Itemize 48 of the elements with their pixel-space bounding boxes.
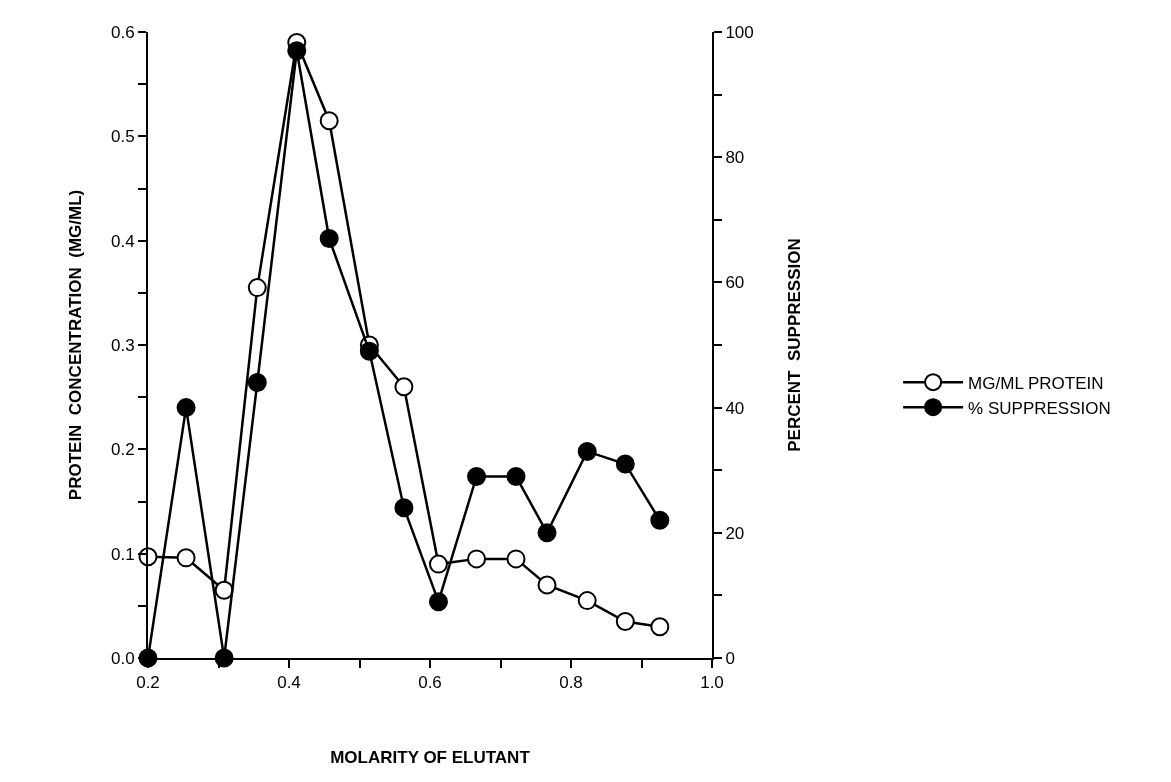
point — [428, 554, 448, 574]
point — [615, 611, 635, 631]
x-tick-label: 0.6 — [418, 673, 442, 693]
point — [394, 498, 414, 518]
y-tick-label: 0.6 — [110, 22, 135, 42]
point — [506, 549, 526, 569]
y-tick-label: 0.3 — [110, 335, 135, 355]
point — [615, 454, 635, 474]
x-tick-label: 1.0 — [700, 673, 724, 693]
y2-tick-label: 100 — [725, 22, 754, 42]
point — [467, 466, 487, 486]
point — [247, 373, 267, 393]
point — [537, 575, 557, 595]
point — [506, 466, 526, 486]
point — [287, 41, 307, 61]
y2-tick-label: 60 — [725, 273, 745, 293]
point — [394, 377, 414, 397]
legend-label: MG/ML PROTEIN — [968, 373, 1104, 393]
y-tick-label: 0.1 — [110, 544, 135, 564]
legend-label: % SUPPRESSION — [968, 398, 1111, 418]
point — [537, 523, 557, 543]
y2-tick-label: 20 — [725, 523, 745, 543]
point — [214, 580, 234, 600]
y2-tick-label: 40 — [725, 398, 745, 418]
y-tick-label: 0.5 — [110, 127, 135, 147]
y2-axis-title: PERCENT SUPPRESSION — [784, 238, 804, 452]
point — [467, 549, 487, 569]
point — [650, 617, 670, 637]
y-axis-title: PROTEIN CONCENTRATION (MG/ML) — [66, 189, 86, 501]
x-tick-label: 0.4 — [277, 673, 301, 693]
y-tick-label: 0.0 — [110, 648, 135, 668]
x-axis-title: MOLARITY OF ELUTANT — [330, 748, 531, 768]
point — [319, 229, 339, 249]
y2-tick-label: 80 — [725, 148, 745, 168]
point — [577, 591, 597, 611]
point — [577, 441, 597, 461]
point — [176, 548, 196, 568]
point — [359, 341, 379, 361]
y-tick-label: 0.2 — [110, 440, 135, 460]
point — [428, 592, 448, 612]
point — [319, 111, 339, 131]
point — [176, 398, 196, 418]
y-tick-label: 0.4 — [110, 231, 135, 251]
x-tick-label: 0.2 — [136, 673, 160, 693]
y2-tick-label: 0 — [725, 648, 735, 668]
point — [650, 510, 670, 530]
point — [247, 278, 267, 298]
x-tick-label: 0.8 — [559, 673, 583, 693]
